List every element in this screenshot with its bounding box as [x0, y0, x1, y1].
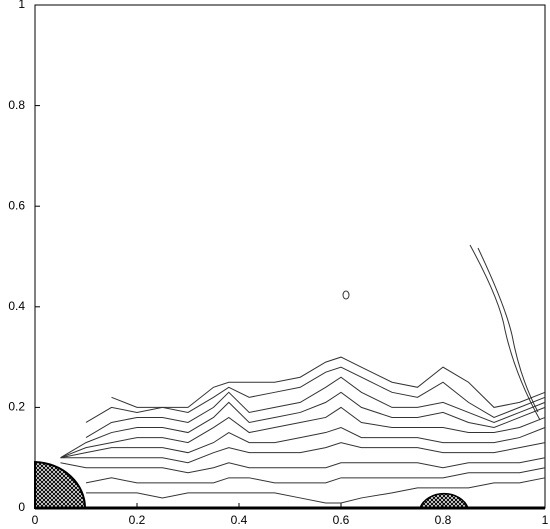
contour-line — [85, 376, 546, 439]
y-tick-label: 0.8 — [8, 98, 25, 112]
contour-line — [60, 457, 546, 474]
x-tick-label: 1 — [542, 513, 549, 527]
obstacle — [418, 492, 470, 509]
closed-contour — [342, 290, 350, 300]
x-tick-label: 0.6 — [333, 513, 350, 527]
contour-line — [60, 406, 546, 459]
obstacle — [34, 460, 87, 509]
x-tick-label: 0.8 — [435, 513, 452, 527]
y-tick-label: 1 — [18, 0, 25, 11]
y-tick-label: 0.4 — [8, 299, 25, 313]
contour-line — [60, 391, 546, 459]
shock-front — [469, 244, 541, 421]
y-tick-label: 0.2 — [8, 400, 25, 414]
contour-line — [60, 442, 546, 464]
shock-front — [477, 247, 539, 413]
contour-line — [85, 467, 546, 484]
contour-line — [111, 356, 546, 408]
contour-line — [60, 426, 546, 459]
contour-line — [85, 366, 546, 423]
x-tick-label: 0 — [32, 513, 39, 527]
x-tick-label: 0.2 — [129, 513, 146, 527]
y-tick-label: 0 — [18, 500, 25, 514]
y-tick-label: 0.6 — [8, 198, 25, 212]
contour-line — [86, 477, 546, 504]
x-tick-label: 0.4 — [231, 513, 248, 527]
